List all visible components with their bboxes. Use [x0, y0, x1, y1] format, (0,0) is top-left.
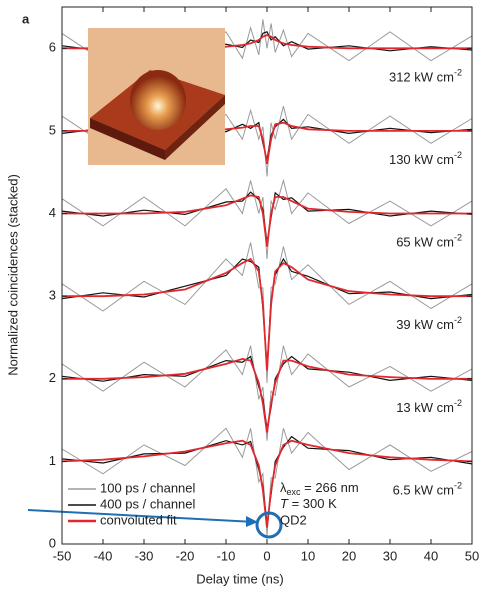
x-tick-label: 50: [465, 548, 479, 563]
x-tick-label: 20: [342, 548, 356, 563]
x-tick-label: -50: [53, 548, 72, 563]
power-label-sup: -2: [454, 68, 462, 78]
power-label-sup: -2: [454, 233, 462, 243]
x-tick-label: 10: [301, 548, 315, 563]
power-label-sup: -2: [454, 481, 462, 491]
y-axis-label: Normalized coincidences (stacked): [5, 174, 20, 376]
power-label-text: 65 kW cm: [396, 235, 454, 250]
y-tick-label: 3: [49, 288, 56, 303]
y-tick-label: 5: [49, 122, 56, 137]
panel-label: a: [22, 11, 30, 26]
power-label: 6.5 kW cm-2: [393, 481, 462, 498]
y-tick-label: 0: [49, 535, 56, 550]
power-label-text: 6.5 kW cm: [393, 483, 454, 498]
power-label-text: 39 kW cm: [396, 318, 454, 333]
power-label-text: 312 kW cm: [389, 70, 454, 85]
legend-label: 400 ps / channel: [100, 496, 196, 511]
legend-label: convoluted fit: [100, 512, 177, 527]
x-axis-label: Delay time (ns): [196, 571, 283, 586]
y-tick-label: 1: [49, 453, 56, 468]
x-tick-label: -30: [135, 548, 154, 563]
power-label: 65 kW cm-2: [396, 233, 462, 250]
excitation-label: λexc = 266 nm: [280, 480, 359, 497]
y-tick-label: 4: [49, 205, 56, 220]
inset-peak: [130, 70, 186, 130]
power-label-text: 130 kW cm: [389, 152, 454, 167]
power-label-text: 13 kW cm: [396, 400, 454, 415]
power-label-sup: -2: [454, 398, 462, 408]
legend-label: 100 ps / channel: [100, 480, 196, 495]
x-tick-label: 40: [424, 548, 438, 563]
chart: a Delay time (ns) Normalized coincidence…: [0, 0, 483, 590]
x-tick-label: -10: [217, 548, 236, 563]
x-tick-label: -20: [176, 548, 195, 563]
sample-label: QD2: [280, 512, 307, 527]
x-tick-label: 30: [383, 548, 397, 563]
power-label: 13 kW cm-2: [396, 398, 462, 415]
data-line: [62, 259, 472, 371]
x-tick-label: -40: [94, 548, 113, 563]
excitation-rest: = 266 nm: [301, 480, 359, 495]
x-tick-label: 0: [263, 548, 270, 563]
temperature-label: T = 300 K: [280, 496, 337, 511]
power-label: 130 kW cm-2: [389, 150, 462, 167]
power-label: 312 kW cm-2: [389, 68, 462, 85]
power-label: 39 kW cm-2: [396, 316, 462, 333]
temperature-rest: = 300 K: [288, 496, 337, 511]
y-tick-label: 6: [49, 40, 56, 55]
power-label-sup: -2: [454, 316, 462, 326]
afm-inset: [88, 28, 225, 165]
y-tick-label: 2: [49, 370, 56, 385]
data-line: [62, 259, 472, 366]
power-label-sup: -2: [454, 150, 462, 160]
